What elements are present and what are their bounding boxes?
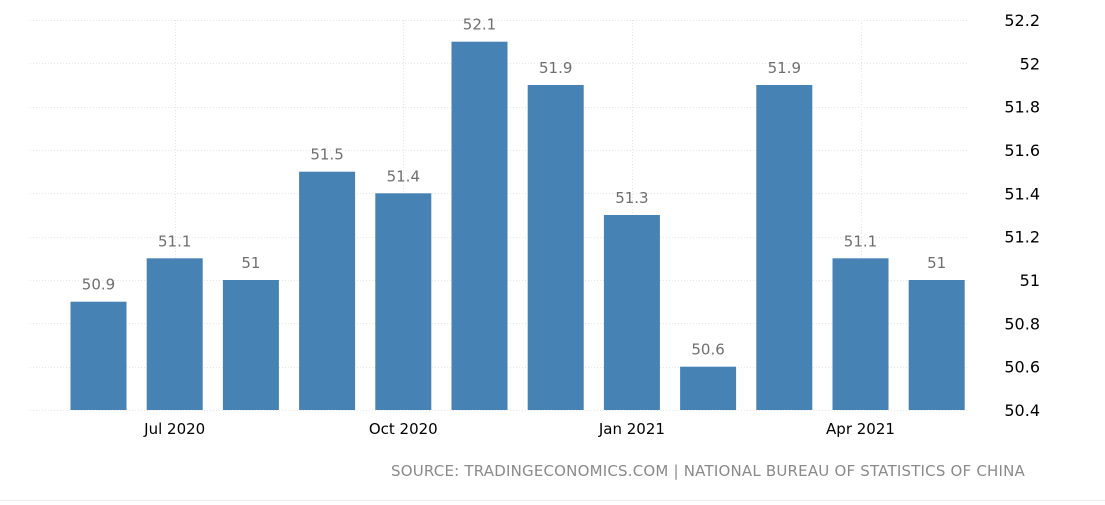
y-tick-label: 51.8 [1004,98,1040,117]
y-tick-label: 50.8 [1004,314,1040,333]
y-tick-label: 51 [1020,271,1040,290]
bar[interactable] [832,258,889,410]
bar[interactable] [451,41,508,410]
bar-value-label: 51.5 [310,146,343,164]
bar-value-label: 51.4 [387,167,420,185]
y-tick-label: 51.6 [1004,141,1040,160]
bar-value-label: 51.1 [844,232,877,250]
y-tick-label: 50.6 [1004,358,1040,377]
x-tick-label: Jul 2020 [143,420,205,438]
bar-value-label: 50.6 [691,341,724,359]
bar[interactable] [603,215,660,410]
bar[interactable] [299,171,356,410]
y-axis-tick-labels: 50.4 50.6 50.8 51 51.2 51.4 51.6 51.8 52 52.2 [1004,11,1040,420]
x-tick-label: Apr 2021 [826,420,895,438]
bar-value-label: 51.9 [768,59,801,77]
bar-value-label: 51.9 [539,59,572,77]
bar-value-label: 50.9 [82,276,115,294]
bar[interactable] [146,258,203,410]
bar-value-label: 51.1 [158,232,191,250]
bar-value-labels: 50.9 51.1 51 51.5 51.4 52.1 51.9 51.3 50.6 51.9 51… [82,16,946,359]
bar[interactable] [70,301,127,410]
bar-value-label: 51.3 [615,189,648,207]
bars [70,41,965,410]
bar[interactable] [680,366,737,410]
bar-value-label: 52.1 [463,16,496,34]
y-tick-label: 51.4 [1004,184,1040,203]
y-tick-label: 52.2 [1004,11,1040,30]
y-tick-label: 52 [1020,54,1040,73]
bar-value-label: 51 [927,254,946,272]
bar[interactable] [527,85,584,410]
y-tick-label: 51.2 [1004,228,1040,247]
bar-value-label: 51 [241,254,260,272]
bottom-divider [0,500,1105,501]
bar[interactable] [908,280,965,410]
bar[interactable] [375,193,432,410]
bar[interactable] [222,280,279,410]
x-axis-tick-labels: Jul 2020 Oct 2020 Jan 2021 Apr 2021 [143,420,895,438]
source-note: SOURCE: TRADINGECONOMICS.COM | NATIONAL … [391,462,1025,480]
x-tick-label: Oct 2020 [369,420,438,438]
bar[interactable] [756,85,813,410]
x-tick-label: Jan 2021 [598,420,665,438]
y-tick-label: 50.4 [1004,401,1040,420]
